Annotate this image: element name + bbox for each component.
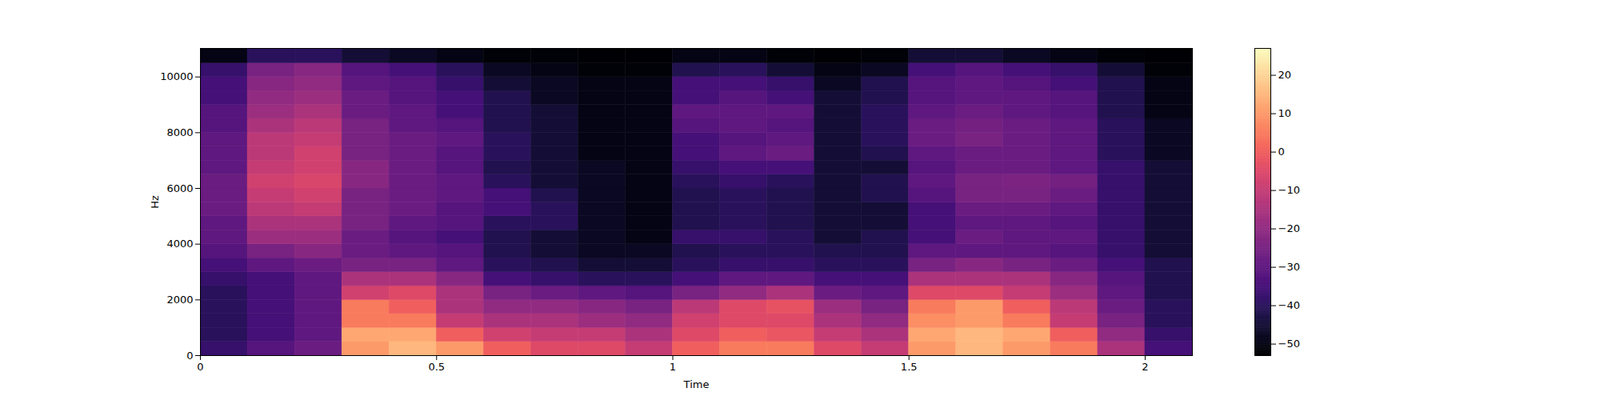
svg-text:2000: 2000 xyxy=(166,293,193,306)
svg-text:0: 0 xyxy=(196,360,204,373)
svg-text:2: 2 xyxy=(1141,360,1148,373)
svg-text:10000: 10000 xyxy=(160,70,193,83)
svg-text:4000: 4000 xyxy=(166,237,193,250)
svg-text:1: 1 xyxy=(669,360,676,373)
svg-text:8000: 8000 xyxy=(166,126,193,139)
svg-text:0.5: 0.5 xyxy=(428,360,445,373)
svg-text:−20: −20 xyxy=(1278,222,1300,235)
svg-text:10: 10 xyxy=(1278,107,1292,120)
svg-text:−50: −50 xyxy=(1278,337,1300,350)
svg-text:Hz: Hz xyxy=(148,195,161,209)
svg-text:0: 0 xyxy=(1278,145,1285,158)
svg-text:0: 0 xyxy=(186,349,193,362)
svg-text:20: 20 xyxy=(1278,68,1292,81)
svg-text:−30: −30 xyxy=(1278,260,1300,273)
svg-text:−10: −10 xyxy=(1278,184,1300,196)
svg-text:−40: −40 xyxy=(1278,299,1300,312)
svg-text:6000: 6000 xyxy=(166,182,193,195)
svg-text:1.5: 1.5 xyxy=(900,360,918,373)
svg-text:Time: Time xyxy=(683,378,710,391)
